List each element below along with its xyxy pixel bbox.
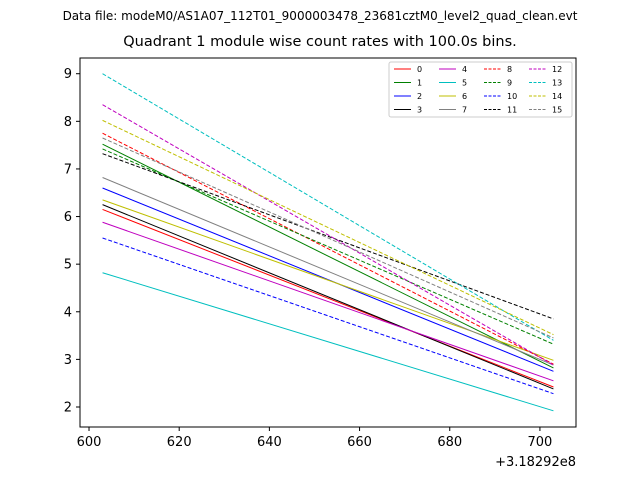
legend-label-12: 12 — [552, 65, 562, 74]
y-tick-label: 3 — [64, 353, 72, 368]
x-tick-label: 620 — [167, 435, 192, 450]
series-line-10 — [102, 237, 554, 395]
legend-label-1: 1 — [417, 79, 422, 88]
figure-suptitle: Data file: modeM0/AS1A07_112T01_90000034… — [62, 9, 578, 23]
chart-title: Quadrant 1 module wise count rates with … — [123, 34, 517, 50]
legend-label-3: 3 — [417, 106, 422, 115]
series-line-13 — [102, 73, 554, 341]
legend-label-13: 13 — [552, 79, 562, 88]
legend-label-6: 6 — [462, 92, 467, 101]
y-axis: 2 3 4 5 6 7 8 9 — [64, 67, 80, 416]
legend-label-10: 10 — [507, 92, 517, 101]
y-tick-label: 9 — [64, 67, 72, 82]
series-line-14 — [102, 119, 554, 336]
x-tick-label: 600 — [77, 435, 102, 450]
y-tick-label: 6 — [64, 210, 72, 225]
series-line-11 — [102, 153, 554, 320]
legend-box — [388, 61, 573, 118]
series-line-4 — [102, 221, 554, 382]
series-line-8 — [102, 132, 554, 365]
legend-label-14: 14 — [552, 92, 562, 101]
legend-label-5: 5 — [462, 79, 467, 88]
x-tick-label: 680 — [437, 435, 462, 450]
series-line-0 — [102, 208, 554, 388]
y-tick-label: 2 — [64, 401, 72, 416]
x-axis-offset-label: +3.18292e8 — [495, 455, 576, 470]
series-line-12 — [102, 104, 554, 366]
y-tick-label: 8 — [64, 115, 72, 130]
series-line-6 — [102, 199, 554, 361]
series-line-7 — [102, 177, 554, 366]
y-tick-label: 5 — [64, 258, 72, 273]
series-line-15 — [102, 137, 554, 339]
series-line-5 — [102, 272, 554, 412]
series-line-3 — [102, 204, 554, 390]
y-tick-label: 4 — [64, 305, 72, 320]
legend-label-7: 7 — [462, 106, 467, 115]
legend-label-0: 0 — [417, 65, 422, 74]
legend-label-15: 15 — [552, 106, 562, 115]
x-tick-label: 700 — [528, 435, 553, 450]
x-axis: 600 620 640 660 680 700 — [77, 427, 553, 450]
legend-label-8: 8 — [507, 65, 512, 74]
legend-label-2: 2 — [417, 92, 422, 101]
legend-label-11: 11 — [507, 106, 517, 115]
axes-frame — [79, 57, 577, 428]
x-tick-label: 660 — [347, 435, 372, 450]
series-lines-layer — [102, 73, 554, 412]
y-tick-label: 7 — [64, 162, 72, 177]
legend-label-9: 9 — [507, 79, 512, 88]
x-tick-label: 640 — [257, 435, 282, 450]
legend-label-4: 4 — [462, 65, 467, 74]
